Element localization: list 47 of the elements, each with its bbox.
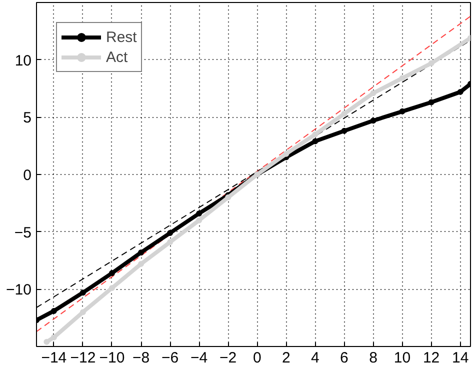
point [50,308,57,314]
point [428,60,434,66]
x-tick-label: −12 [70,350,96,366]
point [44,338,50,345]
x-tick-label: −10 [99,350,125,366]
x-tick-label: −6 [161,350,179,366]
x-tick-label: 6 [340,350,348,366]
legend-label: Act [106,48,128,66]
point [196,210,202,216]
point [370,90,376,96]
x-tick-label: 2 [282,350,290,366]
x-tick-label: 10 [394,350,411,366]
x-tick-label: −8 [132,350,150,366]
y-tick-label: −5 [14,224,32,242]
point [312,131,318,138]
y-tick-label: −10 [6,282,32,299]
point [196,217,202,224]
point [312,138,318,144]
point [399,75,406,82]
point [80,290,86,296]
point [341,128,348,134]
y-tick-label: 10 [14,52,32,70]
legend-label: Rest [106,28,137,46]
point [399,108,406,114]
x-tick-label: 12 [422,350,440,366]
point [80,309,86,316]
x-tick-label: 0 [252,350,262,366]
y-tick-label: 0 [23,167,32,184]
point [428,99,434,106]
point [108,270,115,276]
x-tick-label: 4 [311,350,320,366]
x-tick-label: 8 [369,350,378,366]
point [457,88,464,95]
point [341,110,348,117]
x-tick-label: −4 [190,350,208,366]
x-tick-label: −14 [41,350,67,366]
point [167,230,174,236]
point [138,249,144,256]
point [138,260,144,267]
x-tick-label: −2 [220,350,237,366]
point [50,334,57,340]
x-tick-label: 14 [452,350,469,366]
point [370,118,376,124]
point [283,150,290,157]
point [167,239,174,246]
point [108,285,115,292]
y-tick-label: 5 [23,110,32,127]
